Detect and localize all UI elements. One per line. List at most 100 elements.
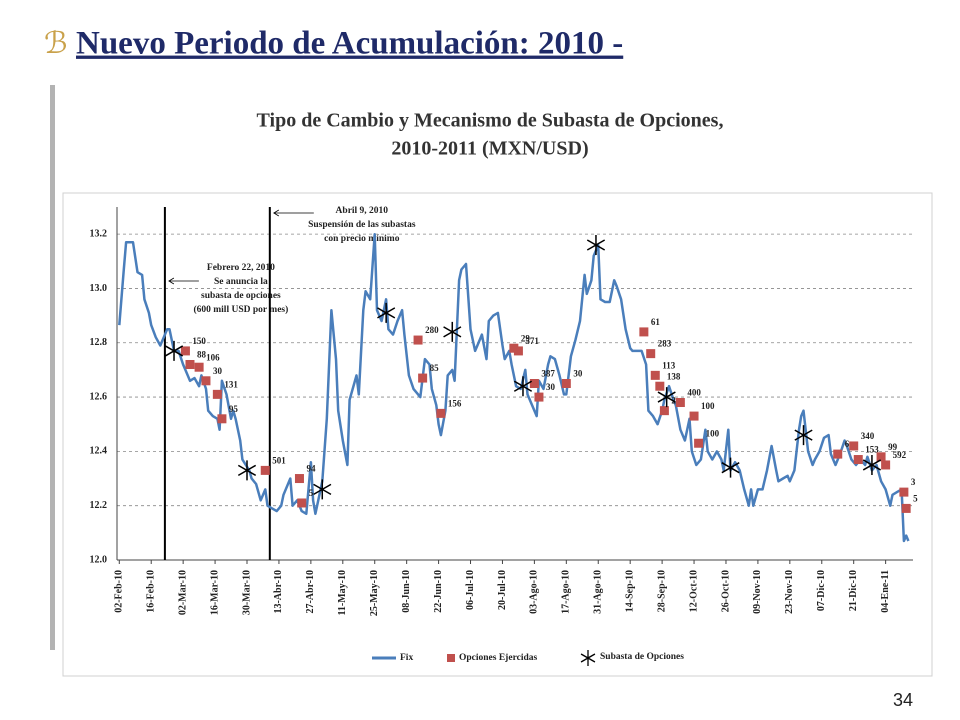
x-tick-label: 30-Mar-10 bbox=[241, 570, 252, 615]
amount-label: 113 bbox=[662, 360, 676, 370]
annotation-text: (600 mill USD por mes) bbox=[193, 304, 288, 315]
amount-label: 61 bbox=[651, 317, 661, 327]
auction-marker bbox=[443, 321, 462, 342]
option-square bbox=[561, 379, 571, 388]
annotation-text: con precio mínimo bbox=[324, 234, 400, 244]
amount-label: 5 bbox=[913, 493, 918, 503]
x-tick-label: 04-Ene-11 bbox=[880, 570, 891, 613]
auction-marker bbox=[862, 454, 882, 475]
option-square bbox=[534, 392, 544, 402]
auction-marker bbox=[313, 479, 332, 500]
auction-marker bbox=[377, 302, 396, 323]
annotation-text: subasta de opciones bbox=[201, 291, 281, 301]
chart-subtitle: 2010-2011 (MXN/USD) bbox=[391, 138, 588, 160]
amount-label: 6 bbox=[845, 439, 850, 449]
auction-marker bbox=[794, 425, 813, 446]
option-square bbox=[418, 373, 428, 383]
amount-label: 30 bbox=[213, 366, 223, 376]
amount-label: 100 bbox=[701, 401, 715, 411]
legend-label: Subasta de Opciones bbox=[600, 652, 684, 662]
option-square bbox=[901, 503, 911, 513]
x-tick-label: 16-Mar-10 bbox=[209, 570, 220, 615]
option-square bbox=[180, 346, 190, 356]
amount-label: 283 bbox=[658, 339, 672, 349]
amount-label: 387 bbox=[541, 369, 555, 379]
annotation-arrow bbox=[168, 277, 199, 285]
amount-label: 280 bbox=[425, 325, 439, 335]
x-tick-label: 02-Mar-10 bbox=[177, 570, 188, 615]
x-tick-label: 21-Dic-10 bbox=[848, 570, 859, 611]
option-square bbox=[646, 349, 656, 359]
option-square bbox=[436, 408, 446, 418]
option-square bbox=[650, 370, 660, 380]
x-tick-label: 06-Jul-10 bbox=[465, 570, 476, 610]
annotation-text: Abril 9, 2010 bbox=[336, 206, 389, 216]
y-tick-label: 12.8 bbox=[90, 337, 108, 348]
x-tick-label: 26-Oct-10 bbox=[720, 570, 731, 612]
fix-line bbox=[118, 232, 910, 543]
amount-label: 94 bbox=[306, 464, 316, 474]
amount-label: 153 bbox=[865, 445, 879, 455]
amount-label: 340 bbox=[861, 431, 875, 441]
option-square bbox=[413, 335, 423, 345]
amount-label: 156 bbox=[448, 398, 462, 408]
amount-label: 30 bbox=[546, 382, 556, 392]
annotation-text: Suspensión de las subastas bbox=[308, 220, 416, 230]
legend-square bbox=[447, 654, 455, 662]
amount-label: 106 bbox=[206, 352, 220, 362]
amount-label: 571 bbox=[525, 336, 539, 346]
amount-label: 95 bbox=[229, 404, 239, 414]
amount-label: 501 bbox=[272, 455, 286, 465]
side-bar bbox=[50, 85, 55, 650]
option-square bbox=[853, 455, 863, 465]
option-square bbox=[675, 398, 685, 408]
option-square bbox=[185, 359, 195, 369]
option-square bbox=[881, 460, 891, 470]
x-tick-label: 08-Jun-10 bbox=[401, 570, 412, 613]
option-square bbox=[639, 327, 649, 337]
option-square bbox=[689, 411, 699, 421]
x-tick-label: 12-Oct-10 bbox=[688, 570, 699, 612]
option-square bbox=[260, 465, 270, 475]
legend-asterisk bbox=[580, 650, 596, 666]
option-square bbox=[876, 452, 886, 462]
option-square bbox=[899, 487, 909, 497]
x-tick-label: 14-Sep-10 bbox=[624, 570, 635, 612]
x-tick-label: 03-Ago-10 bbox=[529, 570, 540, 614]
chart-frame bbox=[62, 192, 933, 677]
y-tick-label: 12.6 bbox=[90, 391, 108, 402]
amount-label: 88 bbox=[197, 350, 207, 360]
amount-label: 400 bbox=[687, 388, 701, 398]
option-square bbox=[294, 474, 304, 484]
option-square bbox=[655, 381, 665, 391]
option-square bbox=[509, 343, 519, 353]
option-square bbox=[201, 376, 211, 386]
amount-label: 138 bbox=[667, 371, 681, 381]
option-square bbox=[849, 441, 859, 451]
auction-marker bbox=[513, 376, 533, 397]
amount-label: 592 bbox=[893, 450, 907, 460]
option-square bbox=[212, 389, 222, 399]
option-square bbox=[529, 379, 539, 388]
amount-label: 150 bbox=[192, 336, 206, 346]
auction-marker bbox=[164, 340, 184, 361]
x-tick-label: 20-Jul-10 bbox=[497, 570, 508, 610]
option-square bbox=[297, 498, 307, 508]
y-tick-label: 12.0 bbox=[90, 554, 108, 565]
page-number: 34 bbox=[893, 690, 913, 710]
option-square bbox=[694, 438, 704, 448]
bullet: ℬ bbox=[44, 27, 68, 60]
y-tick-label: 13.0 bbox=[90, 283, 108, 294]
legend-label: Opciones Ejercidas bbox=[459, 653, 538, 663]
y-tick-label: 13.2 bbox=[90, 228, 108, 239]
amount-label: 29 bbox=[521, 333, 531, 343]
slide-title: Nuevo Periodo de Acumulación: 2010 - bbox=[76, 26, 623, 62]
y-tick-label: 12.4 bbox=[90, 446, 108, 457]
x-tick-label: 28-Sep-10 bbox=[656, 570, 667, 612]
x-tick-label: 02-Feb-10 bbox=[114, 570, 125, 613]
amount-label: 3 bbox=[911, 477, 916, 487]
amount-label: 131 bbox=[224, 379, 238, 389]
annotation-arrow bbox=[273, 209, 314, 217]
amount-label: 99 bbox=[888, 442, 898, 452]
